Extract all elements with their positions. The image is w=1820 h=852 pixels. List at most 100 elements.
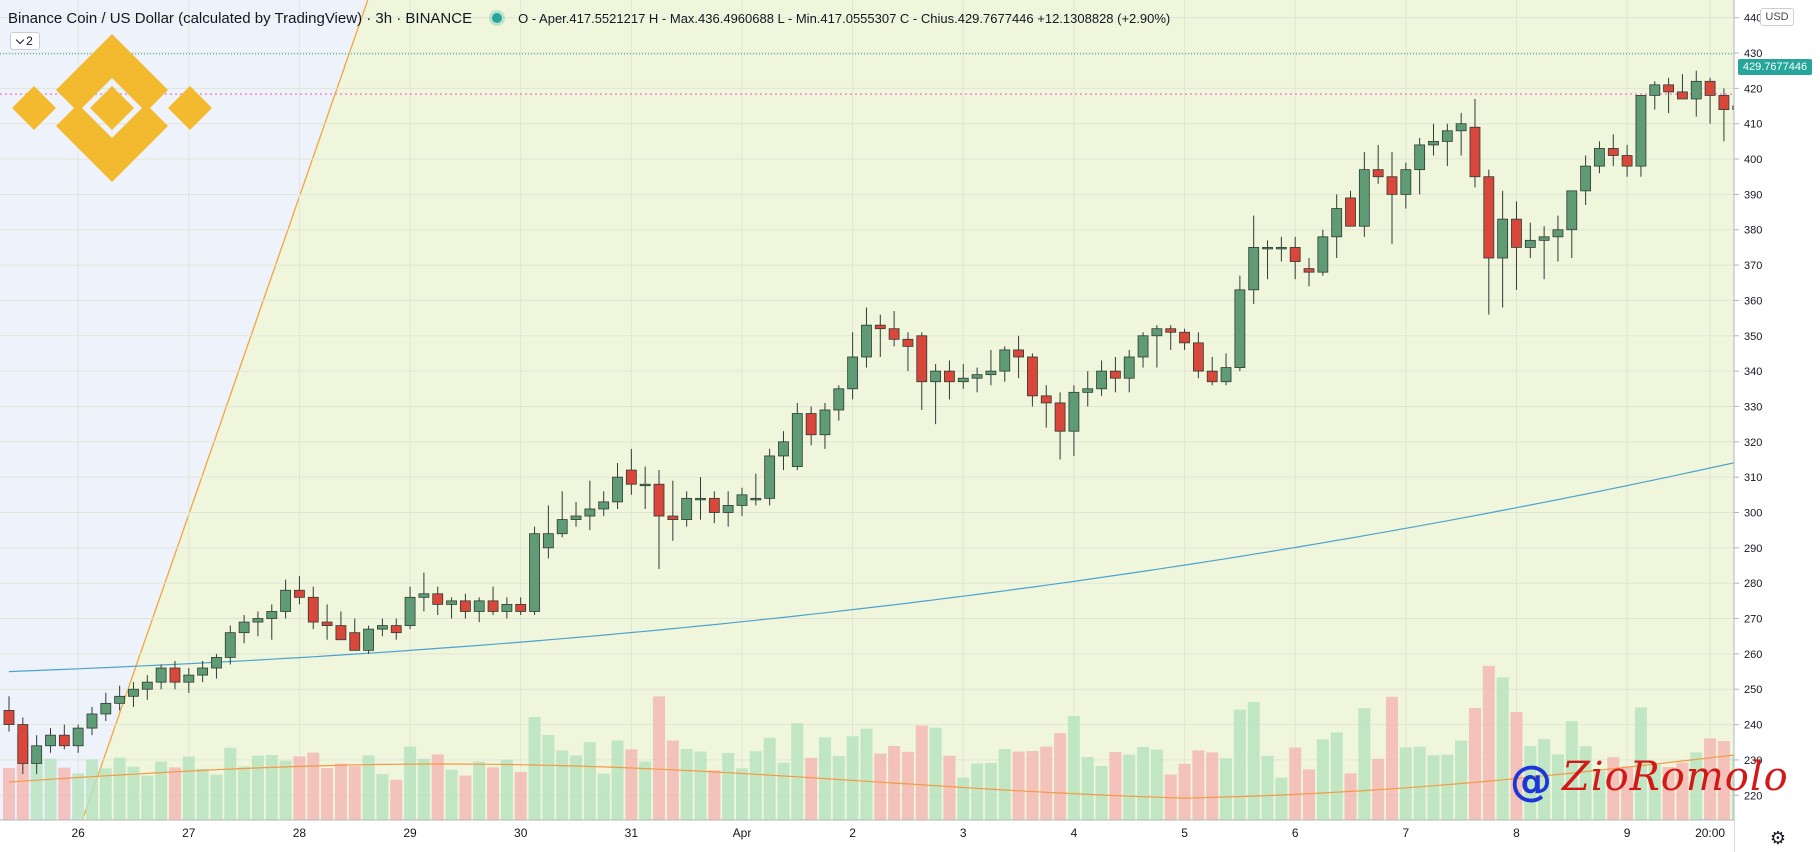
candle-body bbox=[1289, 247, 1301, 262]
candle bbox=[72, 724, 84, 753]
price-tick-label: 340 bbox=[1744, 366, 1762, 378]
candle bbox=[1580, 155, 1592, 205]
candle-body bbox=[473, 600, 485, 612]
symbol-title[interactable]: Binance Coin / US Dollar (calculated by … bbox=[8, 9, 473, 27]
candle-body bbox=[155, 667, 167, 683]
candle-body bbox=[1192, 342, 1204, 372]
candle-body bbox=[1566, 190, 1578, 231]
price-tick-label: 390 bbox=[1744, 189, 1762, 201]
candle bbox=[1137, 332, 1149, 368]
candle-body bbox=[1469, 126, 1481, 178]
candle bbox=[390, 618, 402, 640]
volume-bar bbox=[1662, 767, 1675, 820]
volume-bar bbox=[611, 740, 624, 820]
volume-bar bbox=[570, 755, 583, 820]
indicators-collapse-button[interactable]: 2 bbox=[10, 32, 40, 50]
volume-bar bbox=[279, 760, 292, 820]
candle-body bbox=[1137, 335, 1149, 358]
candle-body bbox=[598, 501, 610, 510]
logo-left bbox=[12, 86, 56, 130]
volume-bar bbox=[1468, 708, 1481, 820]
candle-body bbox=[114, 695, 126, 704]
candle-body bbox=[930, 370, 942, 383]
volume-bar bbox=[1095, 766, 1108, 820]
gear-icon[interactable]: ⚙ bbox=[1769, 827, 1787, 848]
volume-bar bbox=[805, 757, 818, 820]
volume-bar bbox=[1524, 746, 1537, 820]
candle-body bbox=[791, 413, 803, 467]
currency-label[interactable]: USD bbox=[1760, 8, 1794, 26]
volume-bar bbox=[1247, 702, 1260, 820]
volume-bar bbox=[431, 754, 444, 820]
candle-body bbox=[695, 497, 706, 501]
candle-body bbox=[584, 508, 596, 517]
candle-body bbox=[211, 657, 222, 669]
candle bbox=[584, 480, 596, 531]
time-tick-label: 3 bbox=[960, 826, 967, 840]
candle-body bbox=[1151, 328, 1163, 337]
candle-body bbox=[1690, 80, 1702, 100]
logo-center bbox=[90, 86, 134, 130]
candle-body bbox=[681, 497, 693, 520]
candle bbox=[1192, 332, 1204, 379]
candle-body bbox=[542, 533, 554, 549]
candle bbox=[1303, 258, 1315, 287]
volume-bar bbox=[694, 751, 707, 820]
candle bbox=[446, 597, 457, 619]
candle bbox=[1690, 70, 1702, 117]
candle-body bbox=[3, 710, 15, 725]
candle-body bbox=[501, 603, 513, 612]
time-tick-label: 9 bbox=[1624, 826, 1631, 840]
volume-bar bbox=[680, 749, 693, 820]
volume-bar bbox=[832, 756, 845, 820]
moving-average-line bbox=[8, 458, 1752, 673]
candle bbox=[805, 406, 817, 446]
candle-body bbox=[1027, 356, 1038, 397]
candle bbox=[999, 346, 1011, 382]
volume-bar bbox=[1676, 762, 1689, 820]
candle bbox=[1345, 190, 1356, 227]
candle-body bbox=[1345, 197, 1356, 227]
candle bbox=[1317, 229, 1329, 276]
candle bbox=[377, 618, 388, 637]
volume-bar bbox=[459, 775, 472, 820]
candle bbox=[1331, 194, 1343, 259]
candle-body bbox=[1303, 268, 1315, 273]
candle bbox=[1013, 335, 1024, 379]
candle bbox=[1566, 190, 1578, 259]
price-tick-label: 410 bbox=[1744, 119, 1762, 131]
volume-bar bbox=[1690, 752, 1703, 820]
time-tick-label: 8 bbox=[1513, 826, 1520, 840]
candle-body bbox=[31, 745, 43, 764]
watermark-at: @ bbox=[1510, 756, 1552, 805]
candle bbox=[321, 604, 333, 640]
candle bbox=[1621, 144, 1633, 177]
candle bbox=[750, 473, 762, 506]
candle bbox=[1248, 215, 1260, 304]
watermark-signature: ZioRomolo bbox=[1562, 754, 1789, 800]
candle-body bbox=[432, 593, 444, 605]
price-tick-label: 360 bbox=[1744, 295, 1762, 307]
volume-bar bbox=[1441, 754, 1454, 820]
volume-bar bbox=[625, 749, 638, 820]
volume-bar bbox=[1455, 740, 1468, 820]
volume-bar bbox=[1358, 708, 1371, 820]
candle-body bbox=[307, 596, 319, 623]
candle bbox=[1165, 325, 1177, 350]
candle-body bbox=[819, 409, 831, 436]
volume-bar bbox=[293, 756, 306, 820]
candle bbox=[1110, 356, 1121, 393]
candle bbox=[570, 501, 582, 527]
candle bbox=[1469, 98, 1481, 188]
candle-body bbox=[570, 515, 582, 520]
candle-body bbox=[128, 688, 139, 697]
candle-body bbox=[1400, 169, 1412, 195]
volume-bar bbox=[860, 728, 873, 820]
candle-body bbox=[1054, 402, 1066, 432]
logo-top bbox=[56, 34, 168, 112]
candle bbox=[1414, 137, 1426, 195]
candle bbox=[1635, 95, 1647, 177]
candle bbox=[45, 728, 56, 753]
candle-body bbox=[418, 593, 430, 598]
